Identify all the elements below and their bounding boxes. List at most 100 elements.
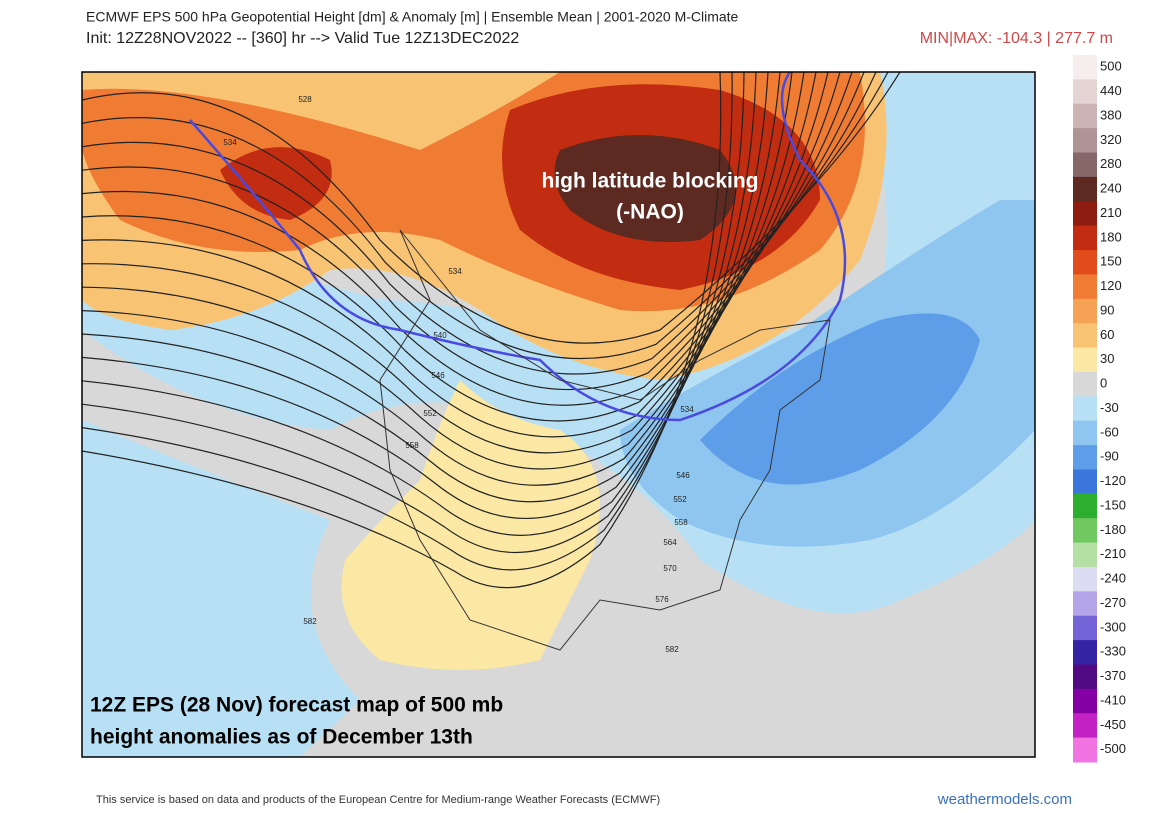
contour-label: 546 <box>431 371 445 380</box>
contour-label: 582 <box>303 617 317 626</box>
annotation: (-NAO) <box>616 201 684 224</box>
colorbar-swatch <box>1073 688 1097 714</box>
colorbar-label: -410 <box>1100 692 1126 707</box>
colorbar-swatch <box>1073 55 1097 80</box>
contour-label: 534 <box>223 138 237 147</box>
colorbar-swatch <box>1073 542 1097 568</box>
colorbar-label: -270 <box>1100 595 1126 610</box>
colorbar-swatch <box>1073 103 1097 129</box>
colorbar-swatch <box>1073 347 1097 373</box>
colorbar-label: -120 <box>1100 473 1126 488</box>
contour-line <box>82 72 781 503</box>
colorbar-swatch <box>1073 591 1097 617</box>
colorbar-label: -90 <box>1100 449 1119 464</box>
contour-label: 582 <box>665 645 679 654</box>
colorbar-label: 90 <box>1100 302 1114 317</box>
contour-line <box>82 72 817 454</box>
contour-label: 570 <box>663 564 677 573</box>
colorbar-swatch <box>1073 371 1097 397</box>
coastlines <box>379 229 831 651</box>
colorbar-swatch <box>1073 445 1097 470</box>
colorbar-swatch <box>1073 250 1097 275</box>
contour-label: 540 <box>433 331 447 340</box>
colorbar-swatch <box>1073 615 1097 641</box>
contour-label: 558 <box>674 518 688 527</box>
contour-label: 558 <box>405 441 419 450</box>
map-frame <box>81 71 1036 758</box>
contour-line <box>82 72 745 553</box>
contour-label: 546 <box>676 471 690 480</box>
contour-label: 534 <box>680 405 694 414</box>
colorbar-swatch <box>1073 518 1097 544</box>
colorbar-label: -210 <box>1100 546 1126 561</box>
annotation: height anomalies as of December 13th <box>90 726 473 749</box>
colorbar-label: 150 <box>1100 254 1122 269</box>
contour-line <box>82 72 769 519</box>
contour-line <box>82 72 853 406</box>
colorbar-swatch <box>1073 225 1097 251</box>
subtitle: Init: 12Z28NOV2022 -- [360] hr --> Valid… <box>86 30 519 47</box>
annotation: 12Z EPS (28 Nov) forecast map of 500 mb <box>90 694 503 717</box>
contour-line <box>82 72 877 375</box>
colorbar-swatch <box>1073 640 1097 665</box>
contour-label: 552 <box>673 495 687 504</box>
colorbar-label: -240 <box>1100 571 1126 586</box>
colorbar-swatch <box>1073 152 1097 178</box>
colorbar-label: 500 <box>1100 59 1122 74</box>
colorbar-swatch <box>1073 396 1097 422</box>
colorbar-label: -450 <box>1100 717 1126 732</box>
colorbar-swatch <box>1073 420 1097 446</box>
colorbar-swatch <box>1073 493 1097 519</box>
contour-line <box>82 72 757 536</box>
colorbar-label: -30 <box>1100 400 1119 415</box>
anomaly-dark-red <box>554 135 736 242</box>
colorbar-swatch <box>1073 128 1097 154</box>
colorbar-swatch <box>1073 298 1097 324</box>
colorbar-label: 280 <box>1100 156 1122 171</box>
contour-label: 534 <box>448 267 462 276</box>
contour-line <box>82 72 865 391</box>
colorbar-label: -180 <box>1100 522 1126 537</box>
annotation: high latitude blocking <box>542 170 759 193</box>
colorbar-label: 0 <box>1100 376 1107 391</box>
contour-line <box>82 72 829 438</box>
colorbar-swatch <box>1073 469 1097 495</box>
colorbar-label: 180 <box>1100 229 1122 244</box>
contour-label: 576 <box>655 595 669 604</box>
contour-label: 552 <box>423 409 437 418</box>
colorbar-swatch <box>1073 201 1097 227</box>
zero-anomaly-line <box>189 72 847 422</box>
colorbar-swatch <box>1073 664 1097 690</box>
footer-site: weathermodels.com <box>937 791 1072 808</box>
colorbar-swatch <box>1073 176 1097 202</box>
footer-credit: This service is based on data and produc… <box>96 794 660 806</box>
colorbar-label: -150 <box>1100 497 1126 512</box>
contour-line <box>82 72 805 470</box>
colorbar-label: -300 <box>1100 619 1126 634</box>
colorbar-label: 60 <box>1100 327 1114 342</box>
colorbar-swatch <box>1073 323 1097 349</box>
colorbar-label: 120 <box>1100 278 1122 293</box>
contour-label: 564 <box>663 538 677 547</box>
colorbar-swatch <box>1073 737 1097 763</box>
contour-line <box>82 72 841 422</box>
colorbar-label: 210 <box>1100 205 1122 220</box>
anomaly-deep-blue <box>700 313 980 485</box>
colorbar-swatch <box>1073 79 1097 105</box>
map: high latitude blocking (-NAO) 12Z EPS (2… <box>82 72 1035 757</box>
contour-line <box>82 72 722 589</box>
colorbar-label: -370 <box>1100 668 1126 683</box>
colorbar-label: 240 <box>1100 181 1122 196</box>
contour-line <box>82 72 793 486</box>
colorbar-label: 30 <box>1100 351 1114 366</box>
colorbar-label: 320 <box>1100 132 1122 147</box>
title: ECMWF EPS 500 hPa Geopotential Height [d… <box>86 9 739 25</box>
contour-label: 528 <box>298 95 312 104</box>
colorbar-label: 380 <box>1100 107 1122 122</box>
contours <box>82 72 901 589</box>
colorbar-label: 440 <box>1100 83 1122 98</box>
contour-line <box>82 72 733 571</box>
colorbar-swatch <box>1073 713 1097 739</box>
